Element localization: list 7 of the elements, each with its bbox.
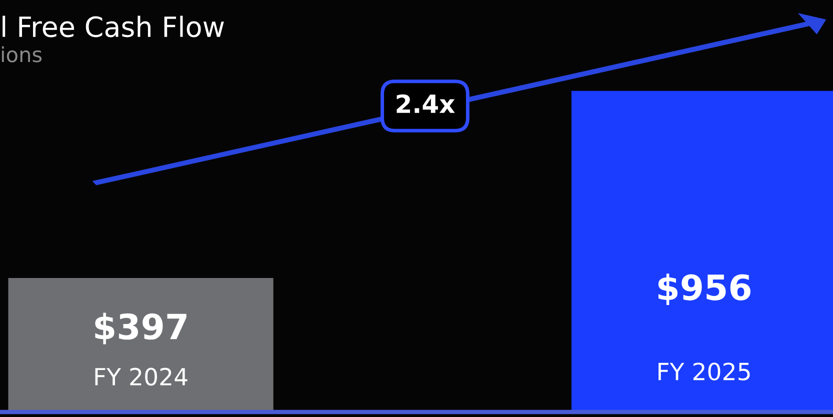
- data-label: $397: [95, 312, 186, 344]
- x-tick-label: FY 2024: [95, 368, 188, 386]
- chart-title: l Free Cash Flow: [2, 16, 224, 38]
- data-label: $956: [658, 274, 750, 306]
- chart-subtitle: ions: [2, 46, 42, 62]
- annotation: 2.4x: [396, 94, 455, 113]
- x-tick-label: FY 2025: [658, 362, 750, 380]
